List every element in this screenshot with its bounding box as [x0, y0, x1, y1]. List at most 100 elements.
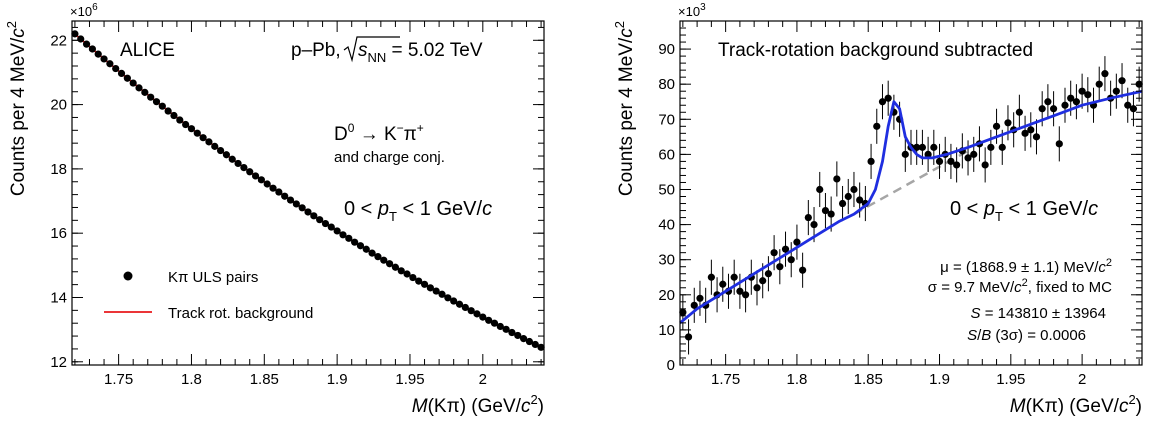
right-title: Track-rotation background subtracted [718, 40, 1033, 61]
left-y-axis-title: Counts per 4 MeV/c2 [4, 21, 29, 196]
data-point [281, 192, 289, 200]
x-tick-label: 1.8 [786, 371, 807, 388]
data-point [391, 263, 400, 271]
x-tick-label: 1.75 [711, 371, 740, 388]
y-tick-label: 22 [50, 32, 67, 49]
data-point [82, 40, 91, 48]
data-point [776, 263, 784, 271]
data-point [1101, 70, 1109, 78]
x-tick-label: 1.95 [395, 371, 424, 388]
data-point [123, 74, 131, 82]
data-point [473, 310, 481, 318]
data-point [816, 185, 824, 194]
data-point [1078, 87, 1086, 95]
left-x-axis-title: M(Kπ) (GeV/c2) [412, 392, 544, 417]
data-point [1055, 140, 1063, 148]
data-point [129, 79, 137, 87]
y-tick-label: 10 [658, 322, 675, 339]
data-point [759, 277, 767, 285]
data-point [987, 143, 995, 151]
data-point [292, 200, 300, 208]
data-point [878, 98, 887, 106]
y-tick-label: 14 [50, 289, 67, 306]
y-tick-label: 70 [658, 111, 675, 128]
x-tick-label: 2 [479, 371, 487, 388]
data-point [310, 212, 318, 220]
left-decay-label: D0 → K−π+ [334, 121, 424, 145]
left-sqrt-sign [343, 36, 400, 63]
data-point [1038, 105, 1046, 113]
data-point [1032, 133, 1041, 141]
data-point [719, 280, 727, 288]
data-point [867, 157, 875, 166]
x-tick-label: 1.95 [996, 371, 1025, 388]
left-legend: Kπ ULS pairs Track rot. background [104, 269, 313, 322]
data-point [368, 249, 376, 257]
data-point [992, 122, 1001, 130]
data-point [251, 172, 260, 180]
data-point [850, 185, 858, 194]
data-point [257, 176, 265, 184]
x-tick-label: 1.85 [250, 371, 279, 388]
right-sb-label: S/B (3σ) = 0.0006 [967, 327, 1086, 344]
data-point [397, 267, 405, 275]
right-x-axis-title: M(Kπ) (GeV/c2) [1010, 392, 1142, 417]
left-panel: 1.75 1.8 1.85 1.9 1.95 2 12 14 16 18 20 22 ×106 ALI… [4, 2, 545, 417]
data-point [426, 284, 434, 292]
legend-label-background: Track rot. background [168, 305, 313, 322]
data-point [275, 188, 283, 196]
data-point [304, 208, 312, 216]
data-point [964, 154, 972, 162]
data-point [913, 143, 921, 151]
data-point [170, 111, 178, 120]
data-point [403, 270, 411, 278]
data-point [199, 134, 207, 142]
right-signal-label: S = 143810 ± 13964 [971, 305, 1106, 322]
data-point [1004, 119, 1012, 127]
data-point [298, 204, 306, 212]
data-point [409, 273, 417, 282]
data-point [970, 150, 978, 158]
data-point [485, 316, 493, 324]
left-system-label: p–Pb, sNN = 5.02 TeV [291, 40, 483, 65]
data-point [838, 199, 847, 208]
data-point [321, 219, 330, 228]
data-point [953, 161, 961, 169]
data-point [158, 102, 166, 110]
data-point [455, 300, 464, 308]
left-ticks: 1.75 1.8 1.85 1.9 1.95 2 12 14 16 18 20 22 [50, 21, 544, 388]
y-tick-label: 50 [658, 181, 675, 198]
data-point [1072, 98, 1081, 106]
data-point [741, 291, 750, 299]
data-point [793, 238, 801, 246]
data-point [930, 143, 938, 151]
data-point [1118, 77, 1126, 85]
right-mu-label: μ = (1868.9 ± 1.1) MeV/c2 [940, 257, 1112, 276]
data-point [182, 120, 190, 129]
data-point [525, 337, 534, 346]
data-point [531, 340, 539, 349]
data-point [1112, 87, 1120, 95]
left-points-layer [71, 30, 545, 351]
data-point [240, 164, 248, 172]
y-tick-label: 90 [658, 41, 675, 58]
data-point [479, 313, 487, 321]
y-tick-label: 40 [658, 217, 675, 234]
right-sigma-label: σ = 9.7 MeV/c2, fixed to MC [928, 277, 1112, 296]
data-point [100, 55, 108, 63]
data-point [1021, 129, 1029, 137]
y-tick-label: 20 [50, 97, 67, 114]
data-point [736, 287, 744, 295]
data-point [432, 287, 440, 295]
data-point [438, 290, 446, 298]
data-point [467, 307, 475, 315]
data-point [88, 45, 96, 53]
data-point [269, 184, 277, 192]
data-point [112, 64, 120, 73]
data-point [461, 303, 469, 312]
data-point [117, 69, 126, 78]
y-tick-label: 16 [50, 225, 67, 242]
data-point [508, 328, 516, 337]
